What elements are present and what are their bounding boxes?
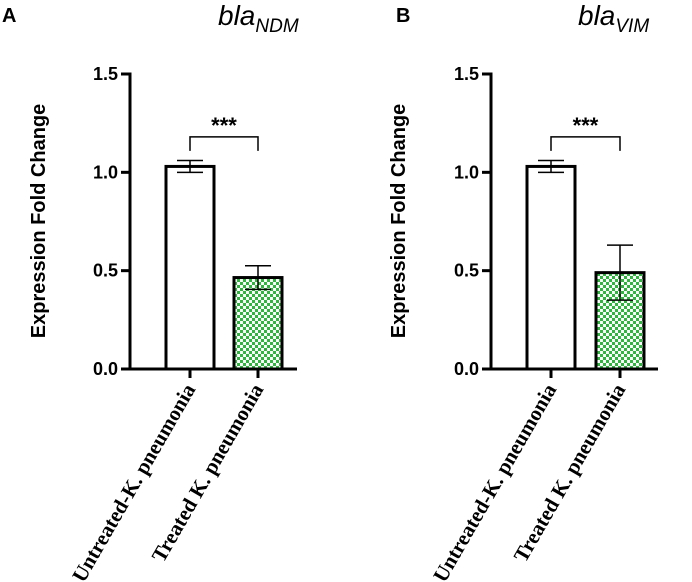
y-tick-label-b-1: 0.5 xyxy=(454,261,479,281)
gene-title-b-subscript: VIM xyxy=(615,16,649,37)
y-tick-label-b-3: 1.5 xyxy=(454,64,479,84)
panel-b: B blaVIM Expression Fold Change 0.0 0.5 1.… xyxy=(388,0,658,582)
error-bar-a-1 xyxy=(245,265,271,291)
gene-title-b-base: bla xyxy=(578,0,615,31)
y-axis-label-b: Expression Fold Change xyxy=(388,104,410,338)
panel-label-a: A xyxy=(2,5,16,27)
y-tick-label-a-0: 0.0 xyxy=(93,359,118,379)
error-bar-b-0 xyxy=(538,159,564,174)
panel-a: A blaNDM Expression Fold Change 0.0 0.5 1.… xyxy=(2,0,299,582)
bar-b-0 xyxy=(525,164,577,371)
significance-label-a: *** xyxy=(211,113,237,138)
y-axis-label-a: Expression Fold Change xyxy=(28,104,50,338)
y-tick-label-a-2: 1.0 xyxy=(93,162,118,182)
y-tick-label-a-1: 0.5 xyxy=(93,261,118,281)
gene-title-b: blaVIM xyxy=(578,0,649,37)
gene-title-a: blaNDM xyxy=(218,0,299,37)
gene-title-a-subscript: NDM xyxy=(255,16,298,37)
error-bar-b-1 xyxy=(607,244,633,301)
category-label-a-0: Untreated-K. pneumonia xyxy=(67,379,200,582)
significance-bracket-a xyxy=(189,136,259,151)
y-tick-label-b-2: 1.0 xyxy=(454,162,479,182)
y-tick-label-a-3: 1.5 xyxy=(93,64,118,84)
bar-a-0 xyxy=(164,164,216,371)
category-label-b-0: Untreated-K. pneumonia xyxy=(428,379,561,582)
error-bar-a-0 xyxy=(177,159,203,174)
significance-label-b: *** xyxy=(573,113,599,138)
gene-title-a-base: bla xyxy=(218,0,255,31)
y-tick-label-b-0: 0.0 xyxy=(454,359,479,379)
panel-label-b: B xyxy=(396,5,410,27)
bar-a-1 xyxy=(232,276,284,371)
significance-bracket-b xyxy=(550,136,621,151)
